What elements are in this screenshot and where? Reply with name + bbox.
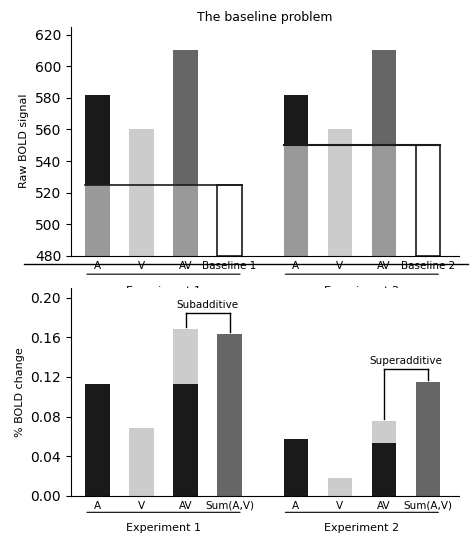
Text: Subadditive: Subadditive [176, 300, 239, 310]
Bar [372, 443, 396, 496]
Bar [85, 95, 110, 185]
Bar [284, 95, 308, 145]
Bar [129, 130, 154, 256]
Bar [218, 334, 242, 496]
Bar [85, 185, 110, 256]
Text: Experiment 2: Experiment 2 [324, 286, 399, 296]
Text: Experiment 2: Experiment 2 [324, 523, 399, 532]
Text: Experiment 1: Experiment 1 [126, 523, 201, 532]
Text: Experiment 1: Experiment 1 [126, 286, 201, 296]
Bar [416, 145, 440, 256]
Bar [328, 478, 352, 496]
Bar [372, 422, 396, 443]
Bar [174, 384, 198, 496]
Bar [85, 384, 110, 496]
Text: Superadditive: Superadditive [369, 356, 442, 366]
Bar [174, 329, 198, 384]
Bar [129, 429, 154, 496]
Bar [284, 145, 308, 256]
Bar [174, 50, 198, 185]
Y-axis label: Raw BOLD signal: Raw BOLD signal [19, 94, 29, 189]
Bar [416, 382, 440, 496]
Bar [174, 185, 198, 256]
Bar [218, 185, 242, 256]
Title: The baseline problem: The baseline problem [197, 11, 333, 24]
Bar [372, 145, 396, 256]
Y-axis label: % BOLD change: % BOLD change [15, 347, 25, 437]
Bar [328, 130, 352, 256]
Bar [284, 439, 308, 496]
Bar [372, 50, 396, 145]
